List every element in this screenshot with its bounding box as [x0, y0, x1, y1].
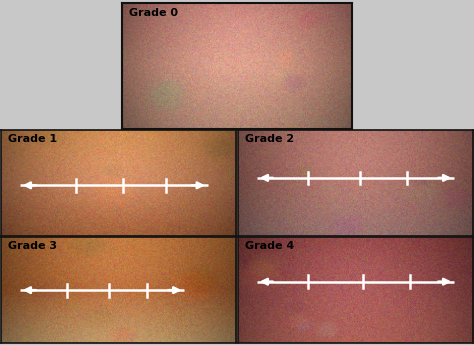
- Text: Grade 2: Grade 2: [245, 134, 294, 144]
- Text: Grade 3: Grade 3: [8, 241, 57, 251]
- Text: Grade 0: Grade 0: [129, 9, 178, 19]
- Text: Grade 4: Grade 4: [245, 241, 294, 251]
- Text: Grade 1: Grade 1: [8, 134, 57, 144]
